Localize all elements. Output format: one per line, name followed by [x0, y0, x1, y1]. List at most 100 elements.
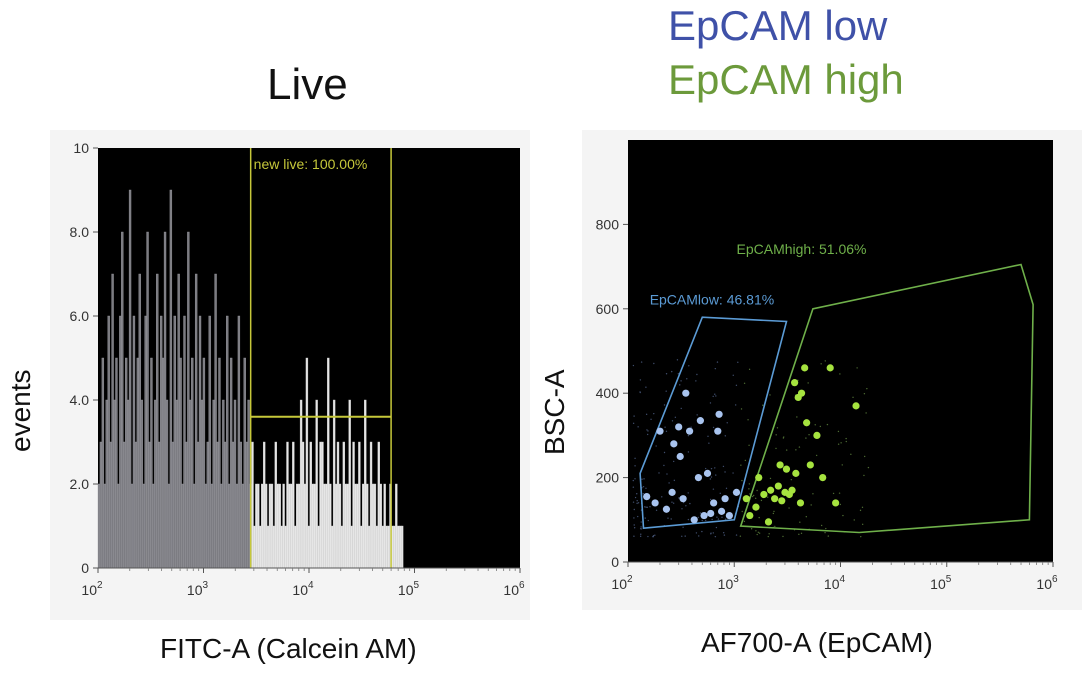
histogram-bar — [323, 483, 326, 569]
histogram-bar — [282, 483, 285, 569]
scatter-background-event — [788, 507, 790, 509]
scatter-point-epcamhigh — [767, 486, 775, 494]
scatter-background-event — [636, 502, 638, 505]
scatter-background-event — [677, 373, 680, 375]
histogram-bar — [113, 399, 116, 569]
scatter-background-event — [860, 535, 862, 538]
histogram-bar — [194, 273, 198, 569]
scatter-background-event — [664, 426, 666, 428]
scatter-background-event — [671, 370, 673, 373]
scatter-x-tick-label: 104 — [824, 574, 846, 592]
scatter-background-event — [755, 530, 757, 532]
scatter-background-event — [824, 360, 826, 362]
histogram-bar — [177, 273, 180, 569]
histogram-bar — [362, 483, 365, 569]
gate-epcamhigh — [739, 263, 1034, 534]
scatter-background-event — [837, 443, 840, 445]
scatter-background-event — [633, 517, 635, 519]
scatter-point-epcamhigh — [806, 461, 814, 469]
histogram-bar — [220, 483, 223, 569]
histogram-x-axis-title: FITC-A (Calcein AM) — [160, 633, 417, 664]
scatter-background-event — [715, 395, 717, 397]
scatter-point-epcamlow — [710, 499, 718, 507]
scatter-background-event — [634, 478, 636, 480]
scatter-point-epcamlow — [686, 427, 694, 435]
histogram-bar — [385, 525, 388, 569]
scatter-background-event — [741, 510, 743, 513]
histogram-bar — [126, 399, 130, 569]
histogram-bar — [222, 399, 225, 569]
histogram-bar — [241, 483, 244, 569]
histogram-bar — [226, 315, 229, 569]
scatter-background-event — [861, 506, 864, 509]
histogram-bar — [334, 483, 338, 569]
scatter-point-epcamhigh — [778, 497, 786, 505]
scatter-background-event — [697, 516, 699, 519]
scatter-background-event — [681, 535, 683, 537]
histogram-bar — [163, 231, 167, 569]
histogram-bar — [119, 315, 122, 569]
scatter-background-event — [824, 531, 826, 534]
histogram-bar — [344, 483, 347, 569]
scatter-background-event — [734, 404, 737, 406]
scatter-background-event — [661, 496, 663, 498]
histogram-bar — [239, 441, 243, 569]
scatter-background-event — [641, 478, 643, 480]
scatter-background-event — [767, 535, 769, 538]
scatter-background-event — [632, 501, 635, 503]
histogram-bar — [167, 483, 171, 569]
scatter-background-event — [712, 488, 715, 490]
histogram-bar — [191, 357, 194, 569]
histogram-group: new live: 100.00% 0 2.0 4.0 6.0 8.0 10 102 103 10… — [70, 140, 525, 598]
histogram-bar — [327, 357, 330, 569]
scatter-background-event — [838, 492, 841, 494]
scatter-point-epcamlow — [690, 516, 698, 524]
scatter-point-epcamhigh — [782, 465, 791, 473]
histogram-bar — [228, 483, 231, 569]
scatter-background-event — [766, 496, 769, 498]
scatter-point-epcamhigh — [819, 474, 827, 482]
histogram-bar — [261, 483, 264, 569]
histogram-bar — [292, 441, 295, 569]
histogram-bar — [146, 231, 149, 569]
scatter-point-epcamhigh — [788, 486, 796, 494]
scatter-background-event — [722, 465, 725, 468]
scatter-background-event — [769, 477, 772, 480]
live-gate-label: new live: 100.00% — [254, 156, 368, 172]
histogram-bar — [264, 483, 268, 569]
scatter-background-event — [633, 415, 635, 417]
scatter-background-event — [681, 508, 683, 510]
scatter-x-tick-label: 103 — [718, 574, 740, 592]
scatter-background-event — [865, 412, 867, 414]
histogram-plot: new live: 100.00% 0 2.0 4.0 6.0 8.0 10 102 103 10… — [50, 130, 530, 620]
scatter-background-event — [639, 379, 642, 381]
histogram-bar — [121, 231, 124, 569]
scatter-point-epcamlow — [715, 410, 723, 418]
scatter-background-event — [642, 492, 645, 495]
scatter-background-event — [647, 535, 649, 538]
histogram-bar — [214, 273, 217, 569]
legend-epcam-low: EpCAM low — [668, 2, 888, 49]
scatter-background-event — [856, 367, 858, 369]
scatter-background-event — [747, 419, 749, 421]
scatter-background-event — [715, 474, 717, 476]
scatter-background-event — [665, 390, 667, 392]
scatter-background-event — [805, 516, 808, 518]
scatter-background-event — [655, 445, 657, 447]
scatter-background-event — [687, 434, 690, 437]
histogram-bar — [136, 357, 140, 569]
scatter-background-event — [714, 393, 716, 395]
scatter-background-event — [634, 457, 636, 460]
scatter-background-event — [674, 416, 677, 418]
histogram-bar — [379, 483, 382, 569]
scatter-point-epcamhigh — [797, 389, 806, 397]
scatter-background-event — [647, 519, 649, 522]
scatter-background-event — [760, 499, 763, 502]
scatter-point-epcamhigh — [755, 474, 763, 482]
histogram-bar — [319, 441, 322, 569]
scatter-point-epcamlow — [682, 389, 690, 397]
histogram-bar — [231, 441, 235, 569]
scatter-point-epcamhigh — [852, 402, 860, 410]
scatter-point-epcamlow — [643, 492, 651, 501]
scatter-background-event — [711, 518, 713, 521]
